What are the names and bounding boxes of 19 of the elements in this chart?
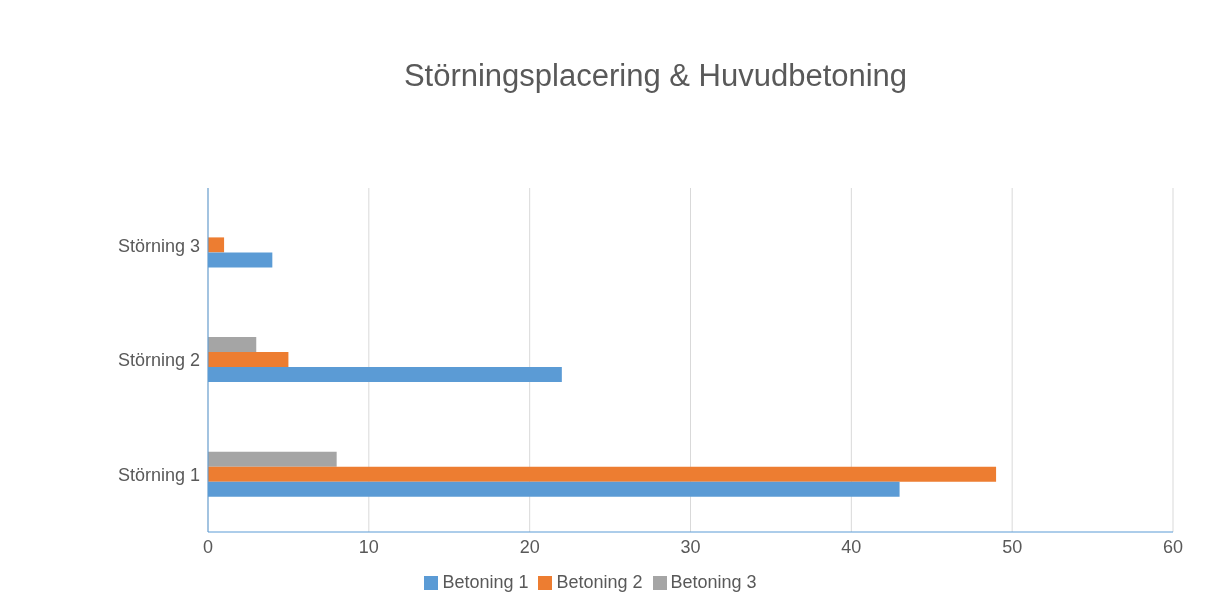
bar [208, 337, 257, 353]
x-tick-label: 50 [1002, 536, 1023, 557]
chart-title: Störningsplacering & Huvudbetoning [402, 57, 909, 95]
legend-label: Betoning 2 [556, 572, 643, 592]
bar [208, 352, 289, 368]
x-tick-label: 30 [680, 536, 701, 557]
legend-label: Betoning 1 [442, 572, 529, 592]
y-tick-label: Störning 1 [117, 465, 200, 486]
legend-label: Betoning 3 [670, 572, 757, 592]
x-tick-label: 0 [202, 536, 214, 557]
bar [208, 451, 337, 467]
x-tick-label: 40 [841, 536, 862, 557]
bar [208, 237, 225, 253]
bar [208, 466, 997, 482]
y-tick-label: Störning 2 [117, 350, 200, 371]
x-tick-label: 60 [1162, 536, 1184, 557]
y-tick-label: Störning 3 [117, 235, 200, 256]
x-tick-label: 20 [519, 536, 540, 557]
x-tick-label: 10 [358, 536, 379, 557]
